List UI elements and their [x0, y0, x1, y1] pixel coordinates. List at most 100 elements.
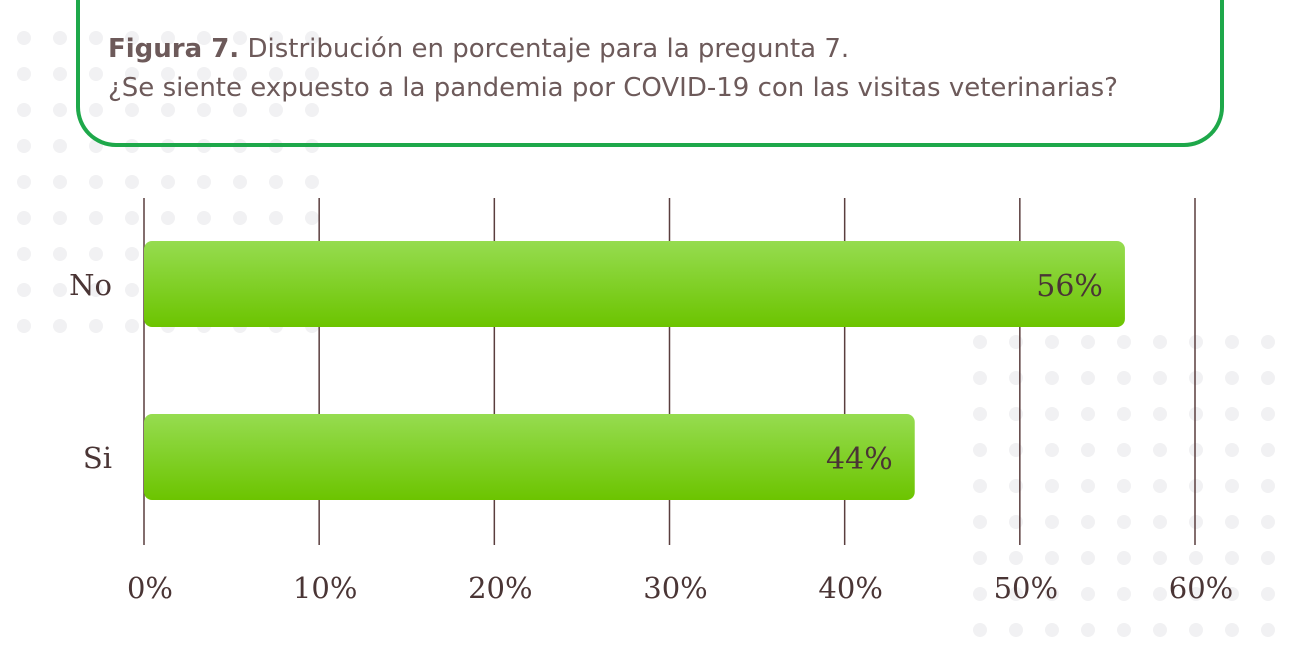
decorative-dot — [305, 31, 319, 45]
decorative-dot — [233, 211, 247, 225]
decorative-dot — [1009, 587, 1023, 601]
decorative-dot — [1081, 407, 1095, 421]
data-label: 44% — [826, 442, 893, 477]
decorative-dot — [53, 175, 67, 189]
decorative-dot — [1117, 479, 1131, 493]
decorative-dot — [1081, 371, 1095, 385]
decorative-dot — [1045, 479, 1059, 493]
decorative-dot — [1261, 443, 1275, 457]
decorative-dot — [1081, 515, 1095, 529]
decorative-dot — [197, 211, 211, 225]
decorative-dot — [17, 283, 31, 297]
decorative-dot — [269, 211, 283, 225]
decorative-dot — [233, 31, 247, 45]
decorative-dot — [125, 211, 139, 225]
decorative-dot — [1261, 551, 1275, 565]
decorative-dot — [1189, 335, 1203, 349]
decorative-dot — [125, 283, 139, 297]
decorative-dot — [305, 103, 319, 117]
decorative-dot — [1189, 479, 1203, 493]
decorative-dot — [53, 103, 67, 117]
decorative-dot — [1045, 443, 1059, 457]
decorative-dot — [269, 103, 283, 117]
figure-label: Figura 7. — [108, 34, 240, 64]
decorative-dot — [1117, 443, 1131, 457]
figure-question: ¿Se siente expuesto a la pandemia por CO… — [108, 73, 1118, 103]
decorative-dot — [89, 67, 103, 81]
decorative-dot — [1081, 587, 1095, 601]
decorative-dot — [161, 67, 175, 81]
decorative-dot — [973, 551, 987, 565]
decorative-dot — [125, 319, 139, 333]
x-tick-label: 0% — [127, 571, 173, 605]
decorative-dot — [197, 175, 211, 189]
decorative-dot — [1081, 335, 1095, 349]
decorative-dot — [973, 587, 987, 601]
decorative-dot — [1261, 479, 1275, 493]
decorative-dot — [1189, 443, 1203, 457]
decorative-dot — [53, 247, 67, 261]
decorative-dot — [1153, 515, 1167, 529]
decorative-dot — [1081, 551, 1095, 565]
x-tick-label: 60% — [1169, 571, 1233, 605]
decorative-dot — [89, 175, 103, 189]
decorative-dot — [1153, 443, 1167, 457]
decorative-dot — [1117, 587, 1131, 601]
decorative-dot — [53, 211, 67, 225]
x-tick-label: 30% — [643, 571, 707, 605]
decorative-dot — [1189, 407, 1203, 421]
decorative-dot — [1189, 515, 1203, 529]
decorative-dot — [1189, 551, 1203, 565]
decorative-dot — [125, 31, 139, 45]
decorative-dot — [1045, 515, 1059, 529]
bars — [144, 241, 1125, 500]
decorative-dot — [1225, 443, 1239, 457]
decorative-dot — [1153, 479, 1167, 493]
decorative-dot — [53, 139, 67, 153]
decorative-dot — [1225, 371, 1239, 385]
decorative-dot — [53, 67, 67, 81]
figure-title: Distribución en porcentaje para la pregu… — [247, 34, 850, 64]
decorative-dot — [53, 283, 67, 297]
decorative-dot — [1189, 623, 1203, 637]
decorative-dot — [1153, 551, 1167, 565]
decorative-dot — [161, 211, 175, 225]
decorative-dot — [1261, 515, 1275, 529]
decorative-dot — [89, 247, 103, 261]
decorative-dot — [269, 31, 283, 45]
decorative-dot — [233, 67, 247, 81]
decorative-dot — [1225, 479, 1239, 493]
decorative-dot — [89, 211, 103, 225]
decorative-dot — [1261, 335, 1275, 349]
decorative-dot — [161, 175, 175, 189]
decorative-dot — [269, 175, 283, 189]
decorative-dot — [197, 67, 211, 81]
decorative-dot — [973, 443, 987, 457]
decorative-dot — [1009, 551, 1023, 565]
data-label: 56% — [1036, 269, 1103, 304]
decorative-dot — [1153, 335, 1167, 349]
decorative-dot — [1045, 407, 1059, 421]
decorative-dot — [1117, 551, 1131, 565]
decorative-dot — [53, 319, 67, 333]
decorative-dot — [1261, 371, 1275, 385]
decorative-dot — [1081, 623, 1095, 637]
decorative-dot — [1117, 623, 1131, 637]
decorative-dot — [89, 283, 103, 297]
decorative-dot — [125, 175, 139, 189]
decorative-dot — [161, 103, 175, 117]
decorative-dot — [125, 103, 139, 117]
decorative-dot — [1261, 407, 1275, 421]
decorative-dot — [305, 175, 319, 189]
decorative-dot — [1153, 371, 1167, 385]
decorative-dot — [161, 31, 175, 45]
decorative-dot — [305, 67, 319, 81]
decorative-dot — [1117, 371, 1131, 385]
decorative-dot — [1225, 587, 1239, 601]
decorative-dot — [1117, 335, 1131, 349]
decorative-dot — [1045, 551, 1059, 565]
decorative-dot — [17, 67, 31, 81]
decorative-dot — [1153, 587, 1167, 601]
decorative-dot — [1117, 407, 1131, 421]
decorative-dot — [1189, 587, 1203, 601]
